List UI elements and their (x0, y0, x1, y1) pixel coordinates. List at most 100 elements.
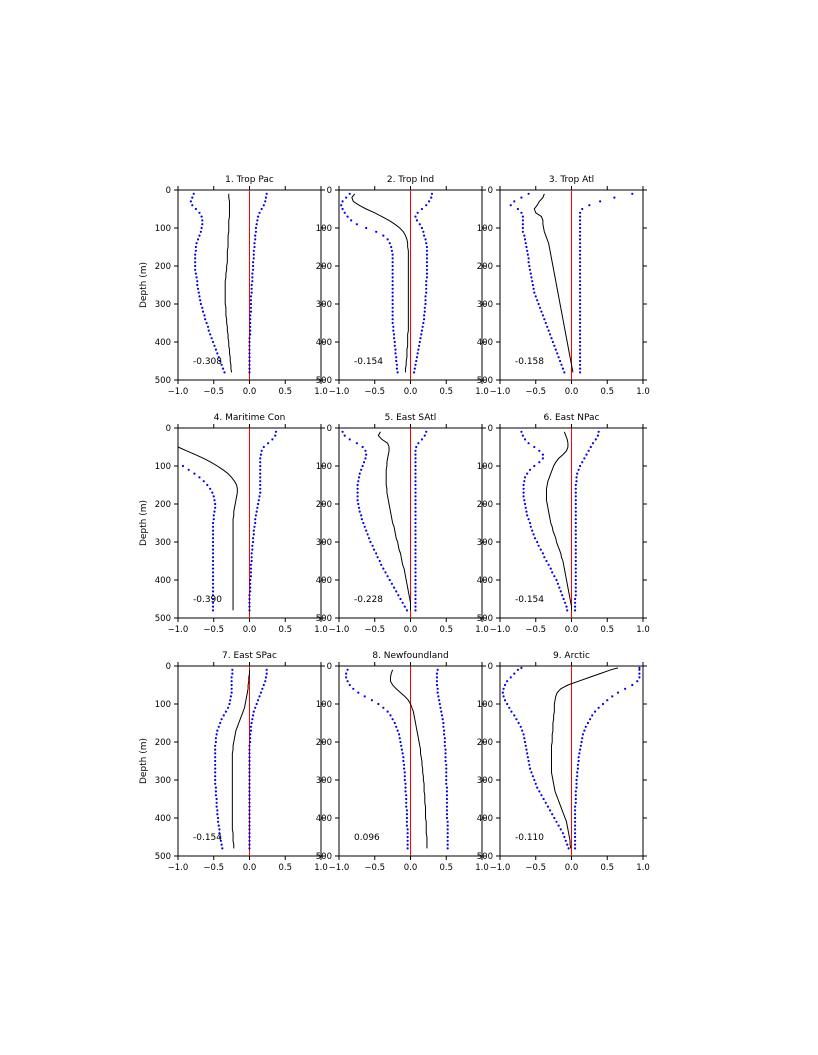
y-tick-label: 400 (477, 814, 493, 824)
upper-bound-point (249, 567, 253, 570)
upper-bound-point (445, 805, 449, 808)
upper-bound-point (578, 276, 582, 279)
x-tick-label: −1.0 (168, 863, 189, 873)
lower-bound-point (388, 242, 391, 245)
lower-bound-point (391, 283, 394, 287)
upper-bound-point (573, 820, 577, 823)
upper-bound-point (638, 672, 641, 675)
lower-bound-point (534, 295, 537, 298)
upper-bound-point (578, 287, 582, 290)
lower-bound-point (541, 457, 545, 460)
upper-bound-point (578, 226, 582, 230)
upper-bound-point (254, 230, 258, 233)
upper-bound-point (251, 264, 255, 268)
upper-bound-point (254, 706, 257, 709)
lower-bound-point (356, 499, 359, 502)
lower-bound-point (229, 699, 232, 702)
lower-bound-point (214, 763, 217, 766)
x-tick-label: 1.0 (636, 863, 650, 873)
upper-bound-point (425, 261, 429, 264)
upper-bound-point (250, 559, 253, 563)
lower-bound-point (527, 442, 530, 445)
upper-bound-point (578, 302, 582, 306)
x-tick-label: −0.5 (525, 863, 546, 873)
upper-bound-point (259, 480, 262, 483)
upper-bound-point (445, 782, 448, 785)
upper-bound-point (248, 843, 251, 846)
lower-bound-point (346, 215, 349, 218)
lower-bound-point (214, 767, 217, 770)
upper-bound-point (423, 434, 426, 437)
upper-bound-point (578, 215, 582, 218)
lower-bound-point (404, 782, 407, 785)
lower-bound-point (539, 548, 542, 551)
lower-bound-point (530, 771, 533, 774)
upper-bound-point (414, 449, 417, 452)
upper-bound-point (574, 491, 577, 494)
upper-bound-point (252, 529, 255, 532)
lower-bound-point (199, 230, 202, 233)
upper-bound-point (421, 325, 424, 328)
upper-bound-point (248, 794, 251, 797)
upper-bound-point (259, 472, 262, 475)
lower-bound-point (556, 582, 560, 585)
x-tick-label: −0.5 (203, 387, 224, 397)
upper-bound-point (256, 502, 260, 506)
upper-bound-point (417, 442, 420, 445)
upper-bound-point (574, 582, 577, 585)
lower-bound-point (390, 245, 393, 249)
lower-bound-point (363, 695, 366, 698)
lower-bound-point (391, 261, 394, 264)
lower-bound-point (546, 325, 549, 328)
upper-bound-point (248, 786, 251, 789)
upper-bound-point (414, 457, 417, 460)
upper-bound-point (578, 464, 582, 468)
upper-bound-point (578, 748, 582, 751)
upper-bound-point (254, 238, 257, 241)
upper-bound-point (249, 306, 253, 309)
upper-bound-point (574, 797, 577, 801)
upper-bound-point (249, 740, 252, 744)
upper-bound-point (248, 605, 251, 608)
lower-bound-point (211, 340, 215, 344)
upper-bound-point (578, 223, 582, 226)
lower-bound-point (400, 744, 403, 747)
panel-3: 3. Trop Atl −1.0 −0.5 0.0 0.5 1.0 0 100 200 300 40… (477, 175, 650, 397)
upper-bound-point (573, 597, 577, 601)
upper-bound-point (265, 672, 268, 675)
lower-bound-point (502, 695, 505, 698)
panel-title: 9. Arctic (553, 651, 590, 661)
y-tick-label: 300 (477, 776, 493, 786)
lower-bound-point (217, 824, 220, 827)
lower-bound-point (360, 518, 363, 521)
upper-bound-point (445, 794, 449, 797)
mean-profile-line (177, 446, 238, 611)
upper-bound-point (249, 586, 252, 589)
lower-bound-point (199, 302, 202, 306)
upper-bound-point (574, 483, 577, 487)
lower-bound-point (230, 680, 233, 683)
upper-bound-point (574, 578, 577, 582)
lower-bound-point (216, 820, 220, 823)
y-tick-label: 500 (316, 614, 332, 624)
x-tick-label: −1.0 (490, 625, 511, 635)
upper-bound-point (574, 521, 577, 525)
x-tick-label: −1.0 (490, 387, 511, 397)
lower-bound-point (402, 759, 405, 763)
mean-profile-line (224, 193, 233, 373)
lower-bound-point (369, 540, 372, 544)
upper-bound-point (255, 702, 258, 706)
upper-bound-point (573, 835, 577, 839)
upper-bound-point (581, 733, 585, 736)
upper-bound-point (414, 506, 417, 509)
lower-bound-point (551, 571, 554, 574)
upper-bound-point (413, 367, 416, 370)
lower-bound-point (561, 367, 565, 370)
lower-bound-point (527, 518, 530, 521)
lower-bound-point (214, 782, 217, 785)
lower-bound-point (200, 226, 203, 230)
upper-bound-point (578, 363, 582, 366)
upper-bound-point (248, 337, 251, 340)
lower-bound-point (201, 310, 205, 313)
upper-bound-point (441, 718, 444, 721)
